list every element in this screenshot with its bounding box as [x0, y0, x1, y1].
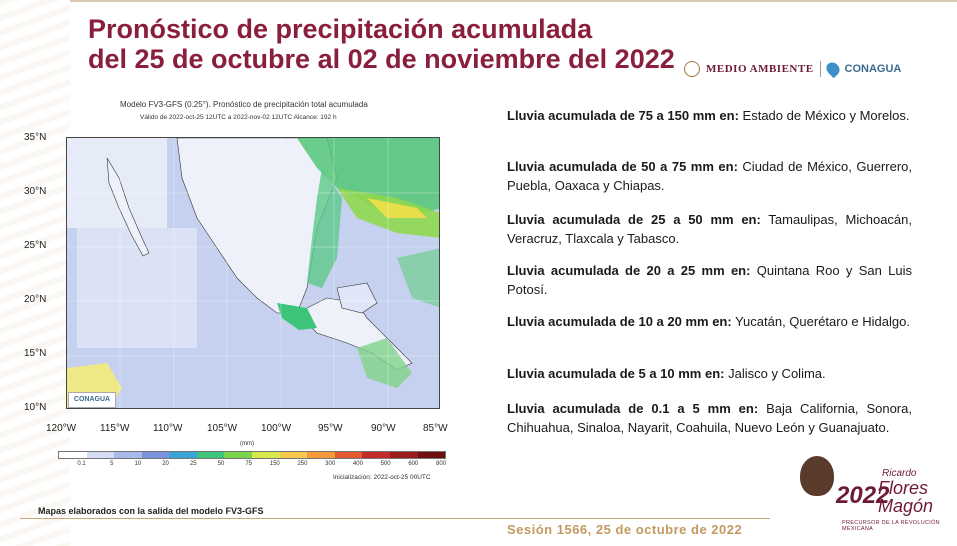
lon-label: 100°W — [261, 423, 292, 434]
hero-name-1: Flores — [878, 478, 929, 498]
rain-states: Quintana Roo y San Luis Potosí. — [507, 263, 912, 297]
map-subtitle: Válido de 2022-oct-25 12UTC a 2022-nov-0… — [140, 114, 337, 121]
lat-label: 30°N — [24, 186, 47, 197]
rain-range-label: Lluvia acumulada de 20 a 25 mm en: — [507, 263, 751, 278]
lon-label: 90°W — [371, 423, 396, 434]
hero-subtitle: PRECURSOR DE LA REVOLUCIÓN MEXICANA — [842, 520, 940, 532]
colorbar-tick: 400 — [352, 461, 363, 467]
lon-label: 110°W — [153, 423, 183, 434]
lat-label: 10°N — [24, 402, 47, 413]
rain-states: Jalisco y Colima. — [724, 366, 826, 381]
rain-item: Lluvia acumulada de 5 a 10 mm en: Jalisc… — [507, 364, 912, 383]
hero-first-name: Ricardo — [882, 468, 917, 479]
footer-note: Mapas elaborados con la salida del model… — [38, 506, 264, 516]
colorbar-swatch — [59, 452, 87, 458]
lat-label: 35°N — [24, 132, 47, 143]
rain-states: Yucatán, Querétaro e Hidalgo. — [731, 314, 910, 329]
colorbar-tick: 20 — [162, 461, 169, 467]
initialization-text: Inicialización: 2022-oct-25 00UTC — [333, 474, 431, 481]
colorbar-tick: 75 — [245, 461, 253, 467]
colorbar-swatch — [196, 452, 225, 458]
title-line-1: Pronóstico de precipitación acumulada — [88, 14, 593, 44]
colorbar-tick: 50 — [217, 461, 225, 467]
colorbar-swatch — [307, 452, 335, 458]
colorbar-tick: 500 — [380, 461, 391, 467]
colorbar-tick: 300 — [325, 461, 336, 467]
hero-name-2: Magón — [878, 496, 934, 516]
lon-label: 85°W — [423, 423, 448, 434]
colorbar-tick: 25 — [189, 461, 197, 467]
rain-states: Ciudad de México, Guerrero, Puebla, Oaxa… — [507, 159, 912, 193]
colorbar-tick: 150 — [269, 461, 280, 467]
precipitation-map — [66, 137, 440, 409]
map-conagua-badge: CONAGUA — [68, 392, 116, 408]
institution-logos: MEDIO AMBIENTE CONAGUA — [684, 58, 901, 80]
colorbar-tick: 250 — [297, 461, 308, 467]
colorbar-swatch — [389, 452, 418, 458]
rain-item: Lluvia acumulada de 50 a 75 mm en: Ciuda… — [507, 157, 912, 195]
title-line-2: del 25 de octubre al 02 de noviembre del… — [88, 44, 675, 74]
colorbar-swatch — [279, 452, 308, 458]
colorbar-swatch — [114, 452, 142, 458]
footer-divider — [20, 518, 770, 519]
colorbar — [58, 451, 446, 459]
lon-label: 120°W — [46, 423, 77, 434]
colorbar-swatch — [224, 452, 253, 458]
colorbar-unit: (mm) — [240, 441, 254, 447]
water-drop-icon — [823, 59, 842, 79]
colorbar-swatch — [252, 452, 280, 458]
lat-label: 25°N — [24, 240, 47, 251]
colorbar-tick: 5 — [110, 461, 114, 467]
rain-item: Lluvia acumulada de 75 a 150 mm en: Esta… — [507, 106, 912, 125]
rain-range-label: Lluvia acumulada de 5 a 10 mm en: — [507, 366, 725, 381]
colorbar-tick: 10 — [134, 461, 142, 467]
rain-item: Lluvia acumulada de 10 a 20 mm en: Yucat… — [507, 312, 912, 331]
rain-states: Tamaulipas, Michoacán, Veracruz, Tlaxcal… — [507, 212, 913, 246]
colorbar-tick: 0.1 — [77, 461, 86, 467]
colorbar-tick: 600 — [408, 461, 419, 467]
colorbar-swatch — [334, 452, 363, 458]
rain-range-label: Lluvia acumulada de 25 a 50 mm en: — [507, 212, 761, 227]
session-label: Sesión 1566, 25 de octubre de 2022 — [507, 522, 743, 537]
rain-range-label: Lluvia acumulada de 0.1 a 5 mm en: — [507, 401, 759, 416]
rain-range-label: Lluvia acumulada de 50 a 75 mm en: — [507, 159, 738, 174]
rain-range-label: Lluvia acumulada de 75 a 150 mm en: — [507, 108, 739, 123]
colorbar-swatch — [169, 452, 197, 458]
medio-ambiente-logo: MEDIO AMBIENTE — [706, 63, 814, 75]
rain-item: Lluvia acumulada de 25 a 50 mm en: Tamau… — [507, 210, 912, 248]
lat-label: 15°N — [24, 348, 47, 359]
logo-divider — [819, 61, 821, 77]
page-title: Pronóstico de precipitación acumulada de… — [88, 14, 688, 74]
map-graphic — [67, 138, 439, 408]
lon-label: 95°W — [318, 423, 343, 434]
conagua-logo: CONAGUA — [844, 63, 902, 75]
map-title: Modelo FV3-GFS (0.25°). Pronóstico de pr… — [120, 100, 368, 109]
lat-label: 20°N — [24, 294, 47, 305]
colorbar-swatch — [362, 452, 390, 458]
lon-label: 115°W — [100, 423, 130, 434]
rain-range-label: Lluvia acumulada de 10 a 20 mm en: — [507, 314, 732, 329]
portrait-icon — [800, 456, 834, 496]
colorbar-ticks: 0.1 5 10 20 25 50 75 150 250 300 400 500 600 800 — [58, 461, 446, 467]
rain-states: Baja California, Sonora, Chihuahua, Sina… — [507, 401, 912, 435]
colorbar-swatch — [141, 452, 170, 458]
seal-icon — [684, 61, 700, 77]
lon-label: 105°W — [207, 423, 238, 434]
colorbar-swatch — [86, 452, 115, 458]
rain-item: Lluvia acumulada de 0.1 a 5 mm en: Baja … — [507, 399, 912, 437]
colorbar-swatch — [417, 452, 446, 458]
colorbar-tick: 800 — [436, 461, 447, 467]
top-border — [0, 0, 957, 2]
year-logo: 2022 — [836, 482, 890, 509]
rain-states: Estado de México y Morelos. — [738, 108, 910, 123]
rain-item: Lluvia acumulada de 20 a 25 mm en: Quint… — [507, 261, 912, 299]
